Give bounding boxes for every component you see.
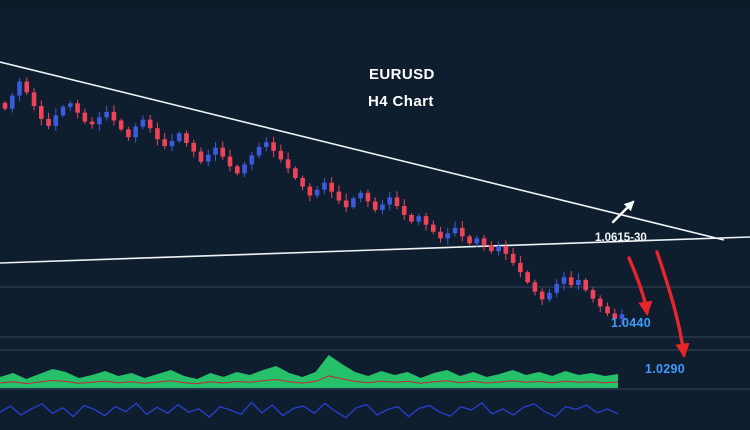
symbol-title: EURUSD	[369, 66, 435, 83]
gridlines	[0, 286, 750, 390]
trendlines	[0, 61, 750, 264]
candlestick-series	[2, 77, 625, 326]
target-label-1: 1.0440	[611, 316, 652, 330]
resistance-zone-label: 1.0615-30	[595, 232, 647, 244]
target-label-2: 1.0290	[645, 362, 686, 376]
annotation-arrows	[611, 200, 690, 358]
signal-line-group	[0, 375, 619, 385]
momentum-area-group	[0, 355, 618, 388]
timeframe-subtitle: H4 Chart	[368, 93, 434, 110]
oscillator-group	[0, 401, 619, 419]
